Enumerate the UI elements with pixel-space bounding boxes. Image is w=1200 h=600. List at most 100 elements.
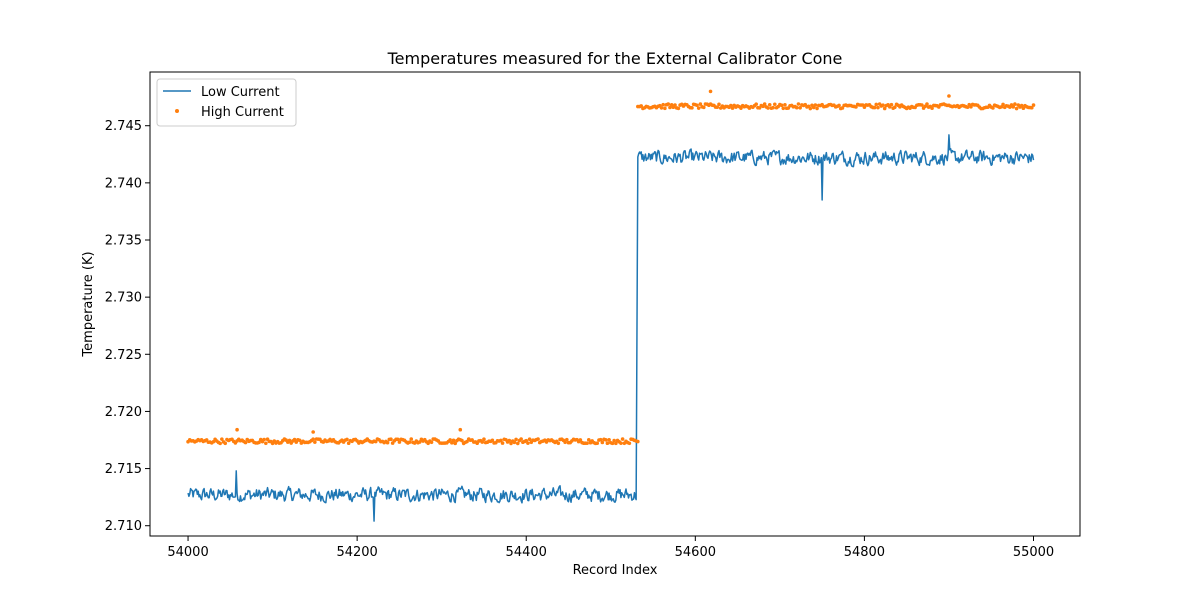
y-axis-label: Temperature (K) [81,251,96,357]
high-current-point [925,102,929,106]
high-current-point [620,437,625,441]
legend-label-high-current: High Current [201,105,284,120]
high-current-point [673,103,677,107]
high-current-point [451,438,456,443]
high-current-point [482,437,486,442]
high-current-point [1001,102,1005,107]
y-tick-label: 2.740 [105,176,142,191]
high-current-point [965,105,970,110]
high-current-point [1011,105,1016,109]
high-current-point [779,103,784,108]
high-current-point [512,440,517,445]
y-tick-label: 2.730 [105,291,142,306]
high-current-point [409,437,414,441]
high-current-point [893,105,897,110]
high-current-point [460,438,464,443]
high-current-point [668,105,672,110]
high-current-point [507,438,512,443]
high-current-point [385,440,390,445]
high-current-point [417,440,422,444]
x-axis-label: Record Index [573,563,658,578]
high-current-point [1031,103,1036,107]
high-current-point [527,437,532,442]
high-current-point [610,441,615,446]
high-current-point [840,106,845,110]
chart-title: Temperatures measured for the External C… [387,49,843,68]
high-current-point [563,440,567,445]
high-current-point [794,105,799,110]
high-current-point [659,106,664,110]
high-current-point [1014,106,1019,111]
legend: Low Current High Current [156,78,297,127]
series-high-current-points [186,89,1036,446]
x-tick-label: 55000 [1013,545,1054,560]
high-current-point [690,106,694,110]
high-current-point [854,105,858,109]
x-tick-label: 54800 [844,545,885,560]
x-axis: 54000 54200 54400 54600 54800 55000 [167,536,1054,560]
high-current-point [882,106,887,111]
high-current-point [695,103,699,108]
high-current-point [612,438,616,443]
high-current-point [715,105,720,109]
high-current-point [920,103,924,107]
high-current-point [220,437,224,441]
high-current-point [397,440,402,444]
high-current-point [514,437,518,442]
high-current-point [600,440,605,445]
high-current-point [701,105,706,110]
high-current-point [490,438,495,443]
high-current-point [636,439,640,444]
high-current-point [500,441,505,445]
high-current-point [218,441,222,446]
high-current-point [297,438,302,443]
high-current-point [346,441,351,446]
high-current-point [223,441,228,446]
high-current-point [766,106,770,110]
high-current-point [395,437,400,442]
high-current-point [585,441,589,446]
high-current-point [499,438,503,443]
y-tick-label: 2.735 [105,234,142,249]
high-current-point [448,438,452,442]
y-axis: 2.710 2.715 2.720 2.725 2.730 2.735 2.740 2.745 [105,119,150,534]
high-current-point [536,437,540,441]
high-current-point [605,441,610,446]
high-current-point [754,102,758,106]
high-current-point [311,430,315,434]
high-current-point [586,438,591,442]
high-current-point [313,440,317,444]
high-current-point [373,439,378,444]
high-current-point [991,106,995,110]
y-tick-label: 2.715 [105,462,142,477]
high-current-point [526,441,530,445]
high-current-point [598,437,603,442]
high-current-point [292,437,297,442]
high-current-point [813,103,818,107]
series-low-current-line [187,134,1035,522]
high-current-point [556,441,561,446]
high-current-point [661,102,665,107]
y-tick-label: 2.720 [105,405,142,420]
high-current-point [614,441,618,446]
high-current-point [595,441,600,446]
high-current-point [717,102,721,107]
high-current-point [407,440,412,444]
high-current-point [311,437,315,441]
high-current-point [264,441,268,446]
high-current-point [607,438,611,442]
high-current-point [772,102,777,107]
high-current-point [881,103,885,107]
high-current-point [729,103,733,108]
x-tick-label: 54400 [506,545,547,560]
high-current-point [837,103,841,108]
plot-area [186,89,1036,522]
legend-dot-swatch [175,109,179,113]
high-current-point [1030,105,1034,110]
high-current-point [708,89,713,94]
high-current-point [798,106,802,110]
high-current-point [519,437,523,441]
high-current-point [666,102,671,106]
high-current-point [345,437,349,442]
high-current-point [947,94,951,98]
